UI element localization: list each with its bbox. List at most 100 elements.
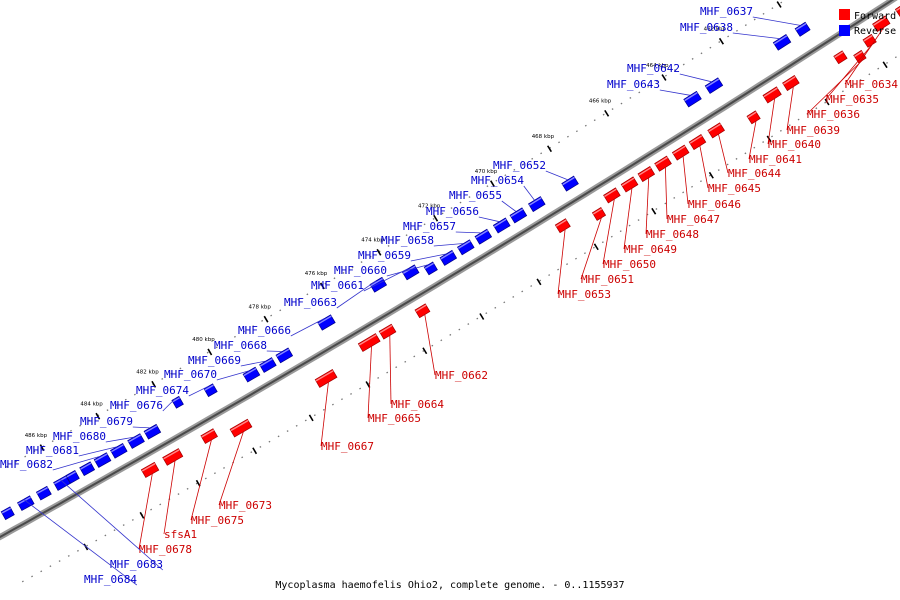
gene-label-mhf_0681[interactable]: MHF_0681 bbox=[26, 444, 79, 457]
gene-label-mhf_0669[interactable]: MHF_0669 bbox=[188, 354, 241, 367]
gene-block-mhf_0641[interactable] bbox=[746, 110, 761, 125]
gene-label-mhf_0643[interactable]: MHF_0643 bbox=[607, 78, 660, 91]
gene-block-mhf_0683[interactable] bbox=[53, 475, 71, 491]
gene-block-mhf_0649[interactable] bbox=[620, 176, 639, 193]
gene-label-mhf_0641[interactable]: MHF_0641 bbox=[749, 153, 802, 166]
gene-label-mhf_0636[interactable]: MHF_0636 bbox=[807, 108, 860, 121]
gene-label-mhf_0650[interactable]: MHF_0650 bbox=[603, 258, 656, 271]
gene-block-mhf_0645[interactable] bbox=[688, 134, 707, 151]
gene-block-mhf_0666[interactable] bbox=[317, 314, 336, 331]
gene-label-mhf_0639[interactable]: MHF_0639 bbox=[787, 124, 840, 137]
gene-label-mhf_0683[interactable]: MHF_0683 bbox=[110, 558, 163, 571]
gene-block[interactable] bbox=[0, 506, 15, 521]
gene-label-mhf_0644[interactable]: MHF_0644 bbox=[728, 167, 781, 180]
gene-label-mhf_0664[interactable]: MHF_0664 bbox=[391, 398, 444, 411]
gene-label-mhf_0670[interactable]: MHF_0670 bbox=[164, 368, 217, 381]
gene-label-mhf_0662[interactable]: MHF_0662 bbox=[435, 369, 488, 382]
gene-block[interactable] bbox=[833, 50, 848, 65]
gene-block-mhf_0682[interactable] bbox=[93, 452, 112, 468]
gene-block-mhf_0648[interactable] bbox=[637, 166, 656, 183]
gene-block-mhf_0643[interactable] bbox=[683, 90, 702, 108]
gene-label-mhf_0654[interactable]: MHF_0654 bbox=[471, 174, 524, 187]
gene-block-mhf_0650[interactable] bbox=[603, 187, 621, 204]
gene-block-mhf_0673[interactable] bbox=[229, 418, 253, 438]
gene-label-mhf_0655[interactable]: MHF_0655 bbox=[449, 189, 502, 202]
gene-block-mhf_0656[interactable] bbox=[492, 217, 511, 234]
gene-block-highlight bbox=[128, 434, 141, 443]
gene-block[interactable] bbox=[65, 470, 80, 484]
gene-label-mhf_0648[interactable]: MHF_0648 bbox=[646, 228, 699, 241]
gene-block-mhf_0658[interactable] bbox=[457, 239, 475, 256]
gene-label-mhf_0638[interactable]: MHF_0638 bbox=[680, 21, 733, 34]
gene-label-mhf_0660[interactable]: MHF_0660 bbox=[334, 264, 387, 277]
gene-label-mhf_0656[interactable]: MHF_0656 bbox=[426, 205, 479, 218]
gene-label-mhf_0666[interactable]: MHF_0666 bbox=[238, 324, 291, 337]
gene-block-mhf_0655[interactable] bbox=[509, 207, 528, 224]
gene-block-mhf_0668[interactable] bbox=[275, 347, 294, 364]
gene-block-mhf_0654[interactable] bbox=[528, 196, 546, 213]
gene-block[interactable] bbox=[79, 461, 96, 477]
gene-block-mhf_0653[interactable] bbox=[554, 218, 571, 234]
gene-block-mhf_0664[interactable] bbox=[378, 323, 397, 340]
gene-label-mhf_0682[interactable]: MHF_0682 bbox=[0, 458, 53, 471]
gene-label-mhf_0646[interactable]: MHF_0646 bbox=[688, 198, 741, 211]
gene-block-mhf_0652[interactable] bbox=[561, 175, 579, 192]
gene-block-mhf_0684[interactable] bbox=[17, 495, 35, 511]
gene-block-mhf_0634[interactable] bbox=[872, 15, 891, 33]
gene-label-mhf_0651[interactable]: MHF_0651 bbox=[581, 273, 634, 286]
gene-block-mhf_0679[interactable] bbox=[143, 423, 162, 440]
gene-label-mhf_0679[interactable]: MHF_0679 bbox=[80, 415, 133, 428]
gene-block-mhf_0657[interactable] bbox=[474, 228, 493, 245]
gene-block-mhf_0651[interactable] bbox=[591, 207, 607, 221]
gene-block-mhf_0678[interactable] bbox=[140, 461, 160, 478]
gene-block-mhf_0669[interactable] bbox=[259, 357, 277, 373]
gene-label-mhf_0637[interactable]: MHF_0637 bbox=[700, 5, 753, 18]
gene-block-mhf_0644[interactable] bbox=[707, 122, 725, 139]
gene-label-mhf_0676[interactable]: MHF_0676 bbox=[110, 399, 163, 412]
gene-block-highlight bbox=[493, 218, 507, 228]
gene-block-mhf_0680[interactable] bbox=[127, 433, 145, 449]
gene-label-mhf_0642[interactable]: MHF_0642 bbox=[627, 62, 680, 75]
gene-label-mhf_0645[interactable]: MHF_0645 bbox=[708, 182, 761, 195]
gene-label-mhf_0640[interactable]: MHF_0640 bbox=[768, 138, 821, 151]
gene-label-mhf_0635[interactable]: MHF_0635 bbox=[826, 93, 879, 106]
gene-label-sfsa1[interactable]: sfsA1 bbox=[164, 528, 197, 541]
gene-block-mhf_0642[interactable] bbox=[704, 77, 724, 94]
gene-label-mhf_0661[interactable]: MHF_0661 bbox=[311, 279, 364, 292]
gene-label-mhf_0673[interactable]: MHF_0673 bbox=[219, 499, 272, 512]
gene-block-mhf_0647[interactable] bbox=[654, 155, 672, 172]
gene-block-mhf_0659[interactable] bbox=[439, 249, 458, 266]
gene-block-mhf_0670[interactable] bbox=[242, 366, 261, 383]
gene-label-mhf_0647[interactable]: MHF_0647 bbox=[667, 213, 720, 226]
gene-label-mhf_0658[interactable]: MHF_0658 bbox=[381, 234, 434, 247]
gene-label-mhf_0652[interactable]: MHF_0652 bbox=[493, 159, 546, 172]
gene-block-mhf_0665[interactable] bbox=[357, 333, 381, 352]
gene-block-mhf_0681[interactable] bbox=[110, 443, 128, 459]
gene-label-mhf_0667[interactable]: MHF_0667 bbox=[321, 440, 374, 453]
gene-block-mhf_0646[interactable] bbox=[671, 144, 690, 161]
gene-block-mhf_0637[interactable] bbox=[794, 21, 811, 37]
gene-label-mhf_0684[interactable]: MHF_0684 bbox=[84, 573, 137, 586]
gene-block[interactable] bbox=[35, 485, 52, 501]
gene-block-mhf_0636[interactable] bbox=[853, 49, 867, 64]
gene-label-mhf_0665[interactable]: MHF_0665 bbox=[368, 412, 421, 425]
gene-label-mhf_0680[interactable]: MHF_0680 bbox=[53, 430, 106, 443]
gene-label-mhf_0674[interactable]: MHF_0674 bbox=[136, 384, 189, 397]
gene-block-mhf_0640[interactable] bbox=[762, 86, 782, 104]
gene-block-mhf_0675[interactable] bbox=[200, 428, 218, 444]
gene-block-mhf_0662[interactable] bbox=[414, 303, 431, 319]
gene-label-mhf_0663[interactable]: MHF_0663 bbox=[284, 296, 337, 309]
gene-label-mhf_0668[interactable]: MHF_0668 bbox=[214, 339, 267, 352]
gene-label-mhf_0653[interactable]: MHF_0653 bbox=[558, 288, 611, 301]
gene-label-mhf_0634[interactable]: MHF_0634 bbox=[845, 78, 898, 91]
gene-label-mhf_0678[interactable]: MHF_0678 bbox=[139, 543, 192, 556]
gene-label-mhf_0659[interactable]: MHF_0659 bbox=[358, 249, 411, 262]
gene-block-mhf_0635[interactable] bbox=[862, 33, 877, 48]
gene-label-mhf_0649[interactable]: MHF_0649 bbox=[624, 243, 677, 256]
gene-block-mhf_0638[interactable] bbox=[772, 34, 792, 51]
gene-block-sfsa1[interactable] bbox=[162, 448, 184, 466]
gene-label-mhf_0657[interactable]: MHF_0657 bbox=[403, 220, 456, 233]
gene-label-mhf_0675[interactable]: MHF_0675 bbox=[191, 514, 244, 527]
gene-block-mhf_0667[interactable] bbox=[314, 369, 338, 388]
gene-block-mhf_0639[interactable] bbox=[782, 75, 800, 92]
